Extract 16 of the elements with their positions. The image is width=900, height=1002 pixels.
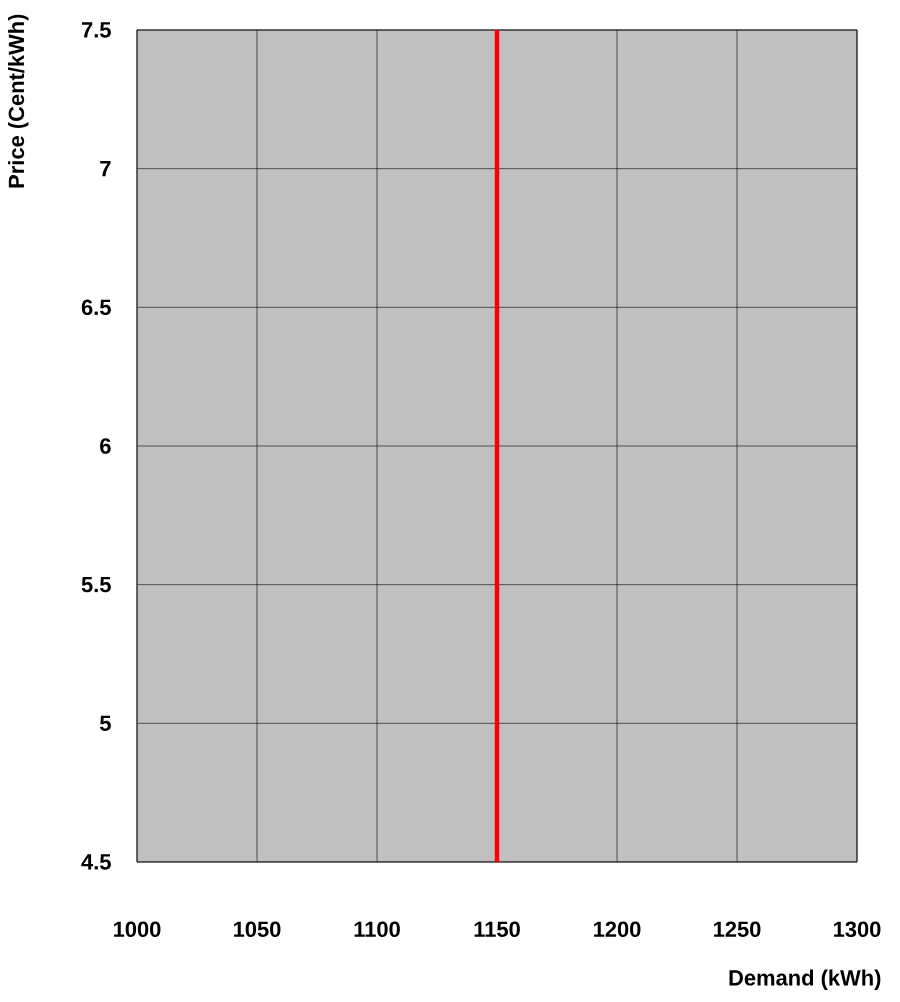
y-tick-label: 6 <box>100 438 111 454</box>
x-tick-label: 1250 <box>714 921 761 938</box>
x-axis-title: Demand (kWh) <box>729 969 881 990</box>
x-tick-label: 1100 <box>354 921 400 938</box>
x-tick-label: 1200 <box>594 921 641 938</box>
y-tick-label: 7 <box>100 161 111 177</box>
x-tick-label: 1150 <box>474 921 520 938</box>
x-tick-label: 1300 <box>834 921 881 938</box>
x-tick-label: 1050 <box>234 921 281 938</box>
x-tick-label: 1000 <box>113 921 161 938</box>
y-tick-label: 5 <box>99 715 111 731</box>
y-tick-label: 5.5 <box>81 577 111 593</box>
y-tick-label: 6.5 <box>81 299 111 316</box>
y-tick-label: 7.5 <box>81 22 111 38</box>
y-axis-title: Price (Cent/kWh) <box>8 14 29 188</box>
y-tick-label: 4.5 <box>81 854 111 870</box>
